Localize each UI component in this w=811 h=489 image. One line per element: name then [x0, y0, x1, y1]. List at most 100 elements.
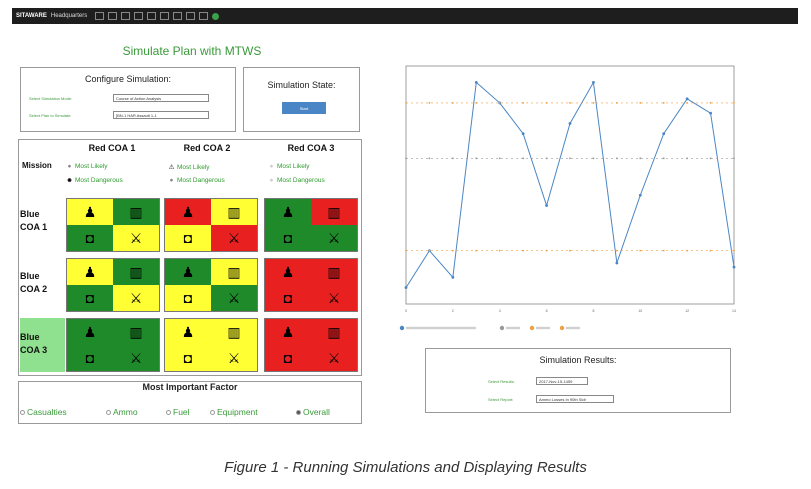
select-report-label: Select Report:: [488, 397, 514, 402]
app-name: SITAWARE: [16, 13, 47, 19]
x-tick-label: 6: [546, 309, 548, 313]
select-report-dropdown[interactable]: Ammo Losses In 90th Sldr: [536, 395, 614, 403]
ammo-icon: ▥: [311, 259, 357, 285]
radio-dot-icon: [106, 410, 111, 416]
radio-fuel[interactable]: Fuel: [166, 407, 190, 417]
series-1-point: [639, 157, 642, 160]
plan-select[interactable]: [BN-1 HAR Assault 1-1: [113, 111, 209, 119]
radio-casualties[interactable]: Casualties: [20, 407, 67, 417]
matrix-group-blue3-red1[interactable]: ♟ ▥ ◘ ⚔: [66, 318, 160, 372]
series-0-point: [709, 111, 712, 115]
series-0-point: [685, 97, 689, 101]
matrix-group-blue2-red3[interactable]: ♟ ▥ ◘ ⚔: [264, 258, 358, 312]
person-icon: ♟: [265, 259, 311, 285]
series-2-point: [428, 102, 431, 104]
fuel-icon: ◘: [67, 345, 113, 371]
crossed-swords-icon: ⚔: [113, 225, 159, 251]
configure-title: Configure Simulation:: [84, 74, 172, 84]
series-3-point: [475, 249, 478, 252]
legend-most-dangerous-1: ☻ Most Dangerous: [66, 177, 123, 184]
fuel-icon: ◘: [265, 285, 311, 311]
toolbar-button-7[interactable]: [173, 12, 183, 20]
series-3-point: [592, 249, 595, 252]
series-3-point: [686, 249, 689, 252]
crossed-swords-icon: ⚔: [211, 345, 257, 371]
legend-most-likely-3: ● Most Likely: [269, 163, 310, 170]
page-title: Simulate Plan with MTWS: [122, 44, 262, 58]
series-1-point: [709, 157, 712, 160]
series-3-point: [615, 249, 618, 252]
series-3-point: [498, 249, 501, 252]
top-toolbar: SITAWARE Headquarters: [12, 8, 798, 24]
radio-overall[interactable]: Overall: [296, 407, 330, 417]
status-indicator-icon: [212, 12, 220, 20]
dot-icon: ●: [269, 163, 274, 170]
dot-icon: ●: [67, 163, 72, 170]
series-2-point: [733, 102, 735, 104]
series-0-point: [638, 193, 642, 197]
plan-label: Select Plan to Simulate:: [29, 113, 72, 118]
start-button[interactable]: Start: [282, 102, 326, 114]
series-0-point: [521, 132, 525, 136]
series-1-point: [405, 157, 407, 160]
matrix-group-blue2-red2[interactable]: ♟ ▥ ◘ ⚔: [164, 258, 258, 312]
toolbar-button-2[interactable]: [108, 12, 118, 20]
matrix-group-blue1-red2[interactable]: ♟ ▥ ◘ ⚔: [164, 198, 258, 252]
important-factor-title: Most Important Factor: [142, 382, 238, 392]
series-3-point: [545, 249, 548, 252]
matrix-group-blue1-red1[interactable]: ♟ ▥ ◘ ⚔: [66, 198, 160, 252]
toolbar-button-4[interactable]: [134, 12, 144, 20]
toolbar-button-6[interactable]: [160, 12, 170, 20]
series-2-point: [522, 102, 525, 104]
series-3-point: [662, 249, 665, 252]
series-0-point: [474, 81, 478, 84]
app-subtitle: Headquarters: [50, 13, 88, 19]
select-results-label: Select Results:: [488, 379, 515, 384]
radio-dot-icon: [166, 410, 171, 416]
row-label-blue-coa-3[interactable]: Blue COA 3: [20, 332, 48, 355]
toolbar-button-1[interactable]: [95, 12, 105, 20]
legend-marker-1: [499, 325, 505, 331]
ammo-icon: ▥: [211, 259, 257, 285]
x-tick-label: 2: [452, 309, 454, 313]
crossed-swords-icon: ⚔: [113, 345, 159, 371]
matrix-group-blue3-red3[interactable]: ♟ ▥ ◘ ⚔: [264, 318, 358, 372]
x-tick-label: 8: [592, 309, 594, 313]
series-1-point: [569, 157, 571, 160]
toolbar-button-5[interactable]: [147, 12, 157, 20]
x-tick-label: 0: [405, 309, 407, 313]
legend-marker-2: [529, 325, 535, 331]
column-header-red-coa-3: Red COA 3: [287, 143, 335, 153]
matrix-group-blue1-red3[interactable]: ♟ ▥ ◘ ⚔: [264, 198, 358, 252]
row-label-blue-coa-1: Blue COA 1: [20, 209, 48, 232]
radio-dot-selected-icon: [296, 410, 301, 416]
matrix-group-blue2-red1[interactable]: ♟ ▥ ◘ ⚔: [66, 258, 160, 312]
series-2-point: [639, 102, 642, 104]
series-1-point: [475, 157, 478, 160]
legend-label-placeholder-2: [536, 326, 550, 330]
radio-equipment[interactable]: Equipment: [210, 407, 258, 417]
toolbar-button-8[interactable]: [186, 12, 196, 20]
fuel-icon: ◘: [67, 285, 113, 311]
select-results-dropdown[interactable]: 2017-Nov-15-1459: [536, 377, 588, 385]
legend-most-likely-2: ⚠ Most Likely: [168, 164, 210, 171]
important-factor-panel: [18, 381, 362, 424]
row-highlight-blue-coa-3: [20, 318, 65, 372]
series-3-point: [522, 249, 525, 252]
series-2-point: [405, 102, 407, 104]
toolbar-button-3[interactable]: [121, 12, 131, 20]
fuel-icon: ◘: [165, 225, 211, 251]
series-2-point: [615, 102, 618, 104]
radio-ammo[interactable]: Ammo: [106, 407, 138, 417]
person-icon: ♟: [67, 259, 113, 285]
series-0-point: [662, 132, 666, 136]
crossed-swords-icon: ⚔: [211, 285, 257, 311]
series-line-0: [405, 80, 735, 288]
series-2-point: [451, 102, 454, 104]
simulation-results-panel: Simulation Results: Select Results: 2017…: [425, 348, 731, 413]
series-2-point: [662, 102, 665, 104]
mode-select[interactable]: Course of Action Analysis: [113, 94, 209, 102]
matrix-group-blue3-red2[interactable]: ♟ ▥ ◘ ⚔: [164, 318, 258, 372]
toolbar-button-9[interactable]: [199, 12, 209, 20]
fuel-icon: ◘: [165, 285, 211, 311]
